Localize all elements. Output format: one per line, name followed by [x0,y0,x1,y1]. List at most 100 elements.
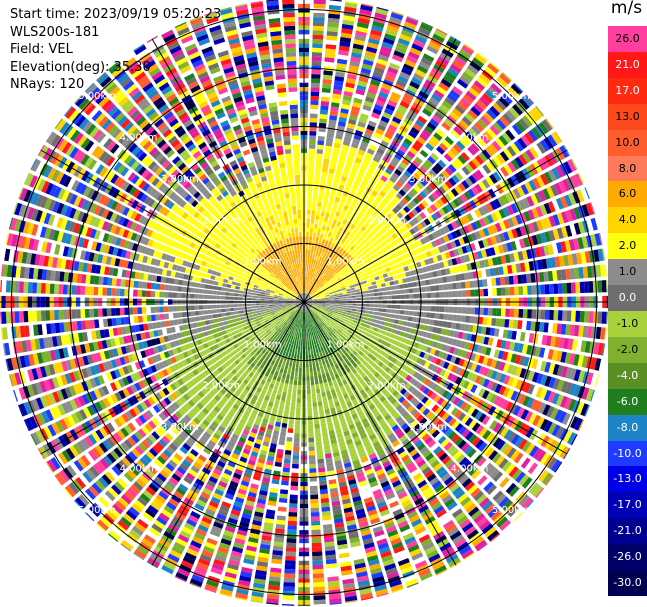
radar-gate [462,134,472,144]
radar-gate [308,262,311,268]
radar-gate [444,291,449,298]
radar-gate [524,332,531,343]
radar-gate [558,337,565,349]
radar-gate [440,269,447,276]
radar-gate [416,181,425,190]
radar-gate [396,347,403,354]
radar-gate [387,164,396,172]
radar-gate [283,458,291,464]
radar-gate [551,199,560,212]
radar-gate [389,16,402,25]
radar-gate [312,568,324,574]
radar-gate [352,262,359,267]
radar-gate [385,167,393,175]
radar-gate [379,264,385,270]
radar-gate [455,322,461,330]
radar-gate [489,61,501,71]
radar-gate [461,290,467,297]
radar-gate [411,159,420,168]
radar-gate [371,25,384,33]
radar-gate [391,259,397,265]
radar-gate [366,251,373,257]
radar-gate [342,262,348,268]
radar-gate [454,185,463,195]
radar-gate [316,295,321,298]
radar-gate [310,292,314,296]
radar-gate [364,275,371,280]
radar-gate [382,326,388,331]
radar-gate [589,202,595,215]
radar-gate [392,184,401,192]
radar-gate [482,367,490,377]
radar-gate [307,341,310,346]
radar-gate [570,310,576,322]
radar-gate [452,107,463,118]
radar-gate [376,58,388,66]
radar-gate [289,415,295,421]
radar-gate [307,303,313,306]
radar-gate [550,407,559,420]
radar-gate [309,122,318,127]
radar-gate [392,252,399,259]
radar-gate [349,203,356,210]
radar-gate [520,135,531,147]
radar-gate [515,214,523,225]
radar-gate [579,310,585,323]
radar-gate [381,268,387,274]
radar-gate [335,262,341,267]
radar-gate [307,196,312,202]
radar-gate [466,212,474,222]
radar-gate [420,280,426,286]
radar-gate [560,380,569,393]
radar-gate [432,178,441,188]
radar-gate [447,223,455,232]
radar-gate [426,265,432,272]
radar-gate [453,126,464,136]
radar-gate [377,95,387,103]
radar-gate [575,310,581,323]
radar-gate [315,348,319,354]
radar-gate [293,344,296,350]
radar-gate [370,229,377,236]
radar-gate [403,315,409,321]
radar-gate [288,352,292,358]
radar-gate [321,297,326,299]
radar-gate [597,342,604,356]
radar-gate [543,245,550,256]
radar-gate [375,128,385,136]
radar-gate [284,450,292,456]
radar-gate [480,115,491,126]
radar-gate [324,368,329,374]
radar-gate [421,252,428,259]
radar-gate [341,311,347,315]
radar-gate [290,402,296,407]
radar-gate [325,296,330,298]
radar-gate [377,270,383,276]
radar-gate [452,59,465,70]
radar-gate [373,307,379,312]
radar-gate [395,341,402,347]
radar-gate [322,253,327,259]
radar-gate [399,284,404,289]
radar-gate [574,173,583,187]
radar-gate [309,126,317,132]
radar-gate [329,227,334,233]
radar-gate [399,100,410,109]
radar-gate [327,204,333,210]
radar-gate [315,307,320,311]
radar-gate [308,349,311,355]
radar-gate [310,494,319,500]
radar-gate [312,254,315,260]
radar-gate [451,338,458,346]
radar-gate [518,154,528,166]
radar-gate [584,187,590,200]
radar-gate [443,118,454,128]
radar-gate [560,269,567,281]
radar-gate [496,339,503,348]
radar-gate [436,254,443,262]
radar-gate [312,263,315,269]
radar-gate [310,292,314,297]
radar-gate [278,440,285,446]
radar-gate [392,195,401,203]
radar-gate [542,404,551,416]
